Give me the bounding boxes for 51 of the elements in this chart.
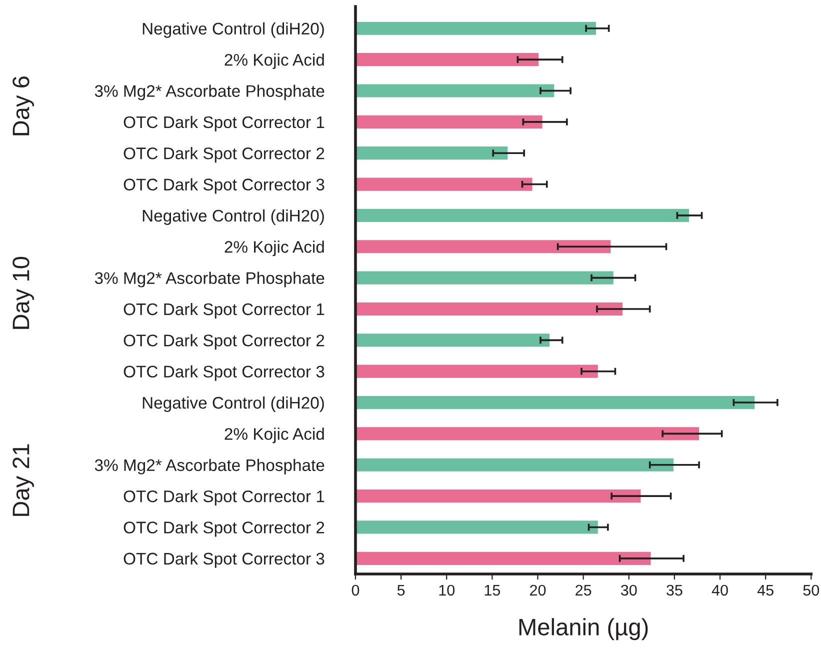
y-tick-label: Negative Control (diH20) bbox=[142, 396, 324, 412]
y-tick-label: OTC Dark Spot Corrector 1 bbox=[124, 490, 324, 506]
y-tick-label: 3% Mg2* Ascorbate Phosphate bbox=[94, 458, 324, 474]
bar bbox=[355, 520, 598, 534]
bar bbox=[355, 334, 550, 347]
bar bbox=[355, 208, 690, 222]
bar bbox=[355, 302, 623, 316]
y-tick-label: 3% Mg2* Ascorbate Phosphate bbox=[94, 272, 324, 288]
bar bbox=[355, 427, 700, 440]
x-tick-label: 0 bbox=[352, 584, 360, 596]
bar bbox=[355, 552, 651, 565]
y-tick-label: 3% Mg2* Ascorbate Phosphate bbox=[94, 84, 324, 100]
bar bbox=[355, 178, 532, 191]
x-tick-label: 30 bbox=[620, 584, 637, 596]
y-tick-label: OTC Dark Spot Corrector 3 bbox=[124, 552, 324, 568]
y-tick-label: 2% Kojic Acid bbox=[224, 428, 324, 444]
y-tick-label: OTC Dark Spot Corrector 1 bbox=[124, 302, 324, 318]
bar bbox=[355, 458, 674, 472]
bar bbox=[355, 84, 554, 98]
x-tick-label: 45 bbox=[757, 584, 774, 596]
y-tick-label: 2% Kojic Acid bbox=[224, 240, 324, 256]
bar bbox=[355, 396, 755, 410]
bar bbox=[355, 364, 598, 378]
x-tick-label: 20 bbox=[530, 584, 546, 596]
x-axis-title: Melanin (µg) bbox=[519, 618, 648, 640]
bar bbox=[355, 53, 539, 66]
bar bbox=[355, 240, 611, 254]
y-tick-label: OTC Dark Spot Corrector 2 bbox=[124, 334, 324, 350]
y-tick-label: OTC Dark Spot Corrector 1 bbox=[124, 116, 324, 132]
text: Day 6 bbox=[12, 76, 34, 136]
bar bbox=[355, 22, 596, 35]
x-tick-label: 5 bbox=[397, 584, 405, 596]
y-tick-label: OTC Dark Spot Corrector 3 bbox=[124, 365, 324, 381]
y-tick-label: OTC Dark Spot Corrector 2 bbox=[124, 147, 324, 163]
text: Day 10 bbox=[12, 256, 34, 329]
bar bbox=[355, 146, 508, 160]
x-tick-label: 35 bbox=[666, 584, 682, 596]
x-tick-label: 10 bbox=[439, 584, 455, 596]
y-tick-label: Negative Control (diH20) bbox=[142, 22, 324, 38]
bar bbox=[355, 490, 641, 503]
y-tick-label: OTC Dark Spot Corrector 3 bbox=[124, 178, 324, 194]
x-tick-label: 40 bbox=[712, 584, 728, 596]
y-tick-label: Negative Control (diH20) bbox=[142, 209, 324, 225]
bar bbox=[355, 271, 614, 284]
bar bbox=[355, 115, 542, 128]
x-tick-label: 50 bbox=[803, 584, 820, 596]
text: Day 21 bbox=[12, 444, 34, 516]
y-tick-label: OTC Dark Spot Corrector 2 bbox=[124, 521, 324, 537]
x-tick-label: 15 bbox=[484, 584, 500, 596]
y-tick-label: 2% Kojic Acid bbox=[224, 54, 324, 70]
x-tick-label: 25 bbox=[576, 584, 592, 596]
